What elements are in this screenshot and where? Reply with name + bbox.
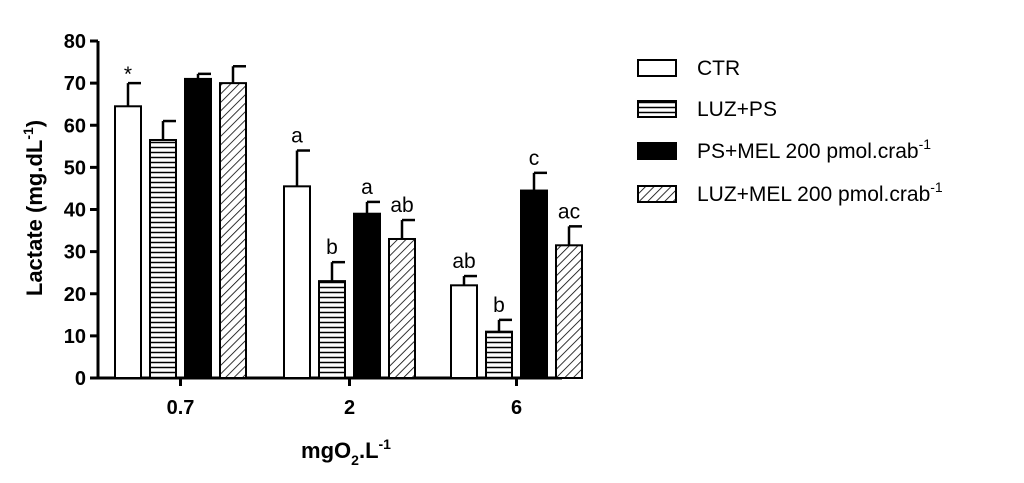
bar [149,138,177,379]
significance-label: b [326,236,338,259]
significance-label: * [124,63,132,86]
legend-swatch [637,59,677,77]
significance-label: b [493,294,505,317]
legend-label: CTR [697,57,740,80]
significance-label: c [529,147,540,170]
significance-label: ab [452,250,475,273]
bar [184,77,212,379]
significance-label: a [291,125,303,148]
y-tick-label: 80 [64,31,86,53]
bar [114,105,142,379]
bar [318,280,346,379]
legend-name: PS+MEL 200 pmol.crab [697,140,919,163]
legend-swatch [637,142,677,160]
y-tick-label: 20 [64,284,86,306]
significance-label: a [361,176,373,199]
legend-swatch [637,185,677,203]
y-tick-label: 50 [64,157,86,179]
significance-label: ab [390,194,413,217]
x-tick-label: 0.7 [167,397,195,419]
x-tick-label: 6 [511,397,522,419]
bar [520,189,548,379]
significance-label: ac [558,200,580,223]
y-tick-label: 0 [75,368,86,390]
y-tick-label: 40 [64,200,86,222]
bar [219,82,247,379]
legend-label: PS+MEL 200 pmol.crab-1 [697,136,931,163]
legend-label: LUZ+MEL 200 pmol.crab-1 [697,179,943,206]
bar [283,185,311,379]
legend-name: LUZ+PS [697,98,777,121]
x-axis-title: mgO2.L-1 [301,436,391,468]
legend-name: CTR [697,57,740,80]
y-tick-label: 70 [64,73,86,95]
y-tick-label: 30 [64,242,86,264]
legend-superscript: -1 [930,179,943,195]
legend-swatch [637,100,677,118]
bar [450,284,478,380]
bar [485,330,513,380]
y-axis-title: Lactate (mg.dL-1) [20,120,47,296]
y-tick-label: 60 [64,115,86,137]
legend-name: LUZ+MEL 200 pmol.crab [697,183,930,206]
bars [114,65,583,380]
legend-superscript: -1 [919,136,932,152]
bar [555,244,583,379]
y-tick-label: 10 [64,326,86,348]
axes: 0 10 20 30 40 50 60 70 80 0.7 2 6 [64,31,562,419]
bar [353,212,381,379]
legend-label: LUZ+PS [697,98,777,121]
bar [388,237,416,379]
x-tick-label: 2 [344,397,355,419]
